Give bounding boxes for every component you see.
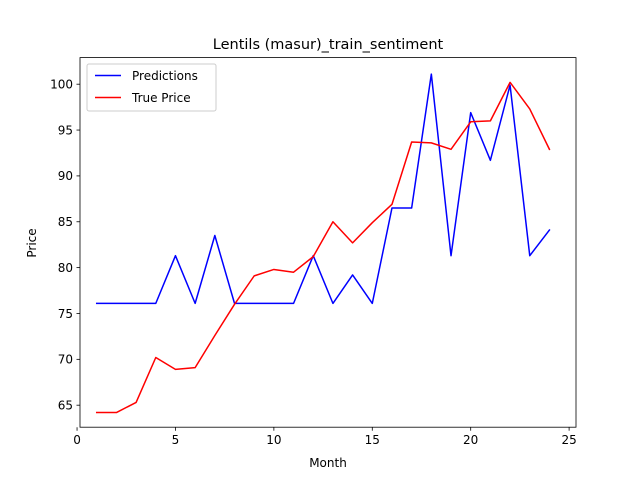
chart-title: Lentils (masur)_train_sentiment xyxy=(213,37,444,53)
y-tick-label: 90 xyxy=(58,169,73,183)
y-tick-label: 95 xyxy=(58,123,73,137)
plot-lines xyxy=(95,73,551,414)
x-tick-label: 20 xyxy=(463,433,478,447)
y-tick-label: 85 xyxy=(58,215,73,229)
plot-area-frame xyxy=(79,57,577,428)
y-axis-label: Price xyxy=(25,228,39,257)
x-axis-label: Month xyxy=(309,456,347,470)
x-tick-label: 10 xyxy=(266,433,281,447)
y-tick-label: 75 xyxy=(58,307,73,321)
series-line-predictions xyxy=(95,73,551,305)
y-tick-label: 65 xyxy=(58,398,73,412)
x-tick-label: 5 xyxy=(172,433,180,447)
x-axis: 0 5 10 15 20 25 xyxy=(73,427,577,447)
legend-label-true-price: True Price xyxy=(131,91,191,105)
x-tick-label: 15 xyxy=(365,433,380,447)
y-tick-label: 70 xyxy=(58,353,73,367)
y-tick-label: 100 xyxy=(50,77,73,91)
x-tick-label: 25 xyxy=(561,433,576,447)
legend-label-predictions: Predictions xyxy=(132,69,198,83)
y-tick-label: 80 xyxy=(58,261,73,275)
x-tick-label: 0 xyxy=(73,433,81,447)
legend: Predictions True Price xyxy=(86,63,217,112)
series-line-true-price xyxy=(95,81,551,414)
y-axis: 65 70 75 80 85 90 95 100 xyxy=(50,77,80,412)
